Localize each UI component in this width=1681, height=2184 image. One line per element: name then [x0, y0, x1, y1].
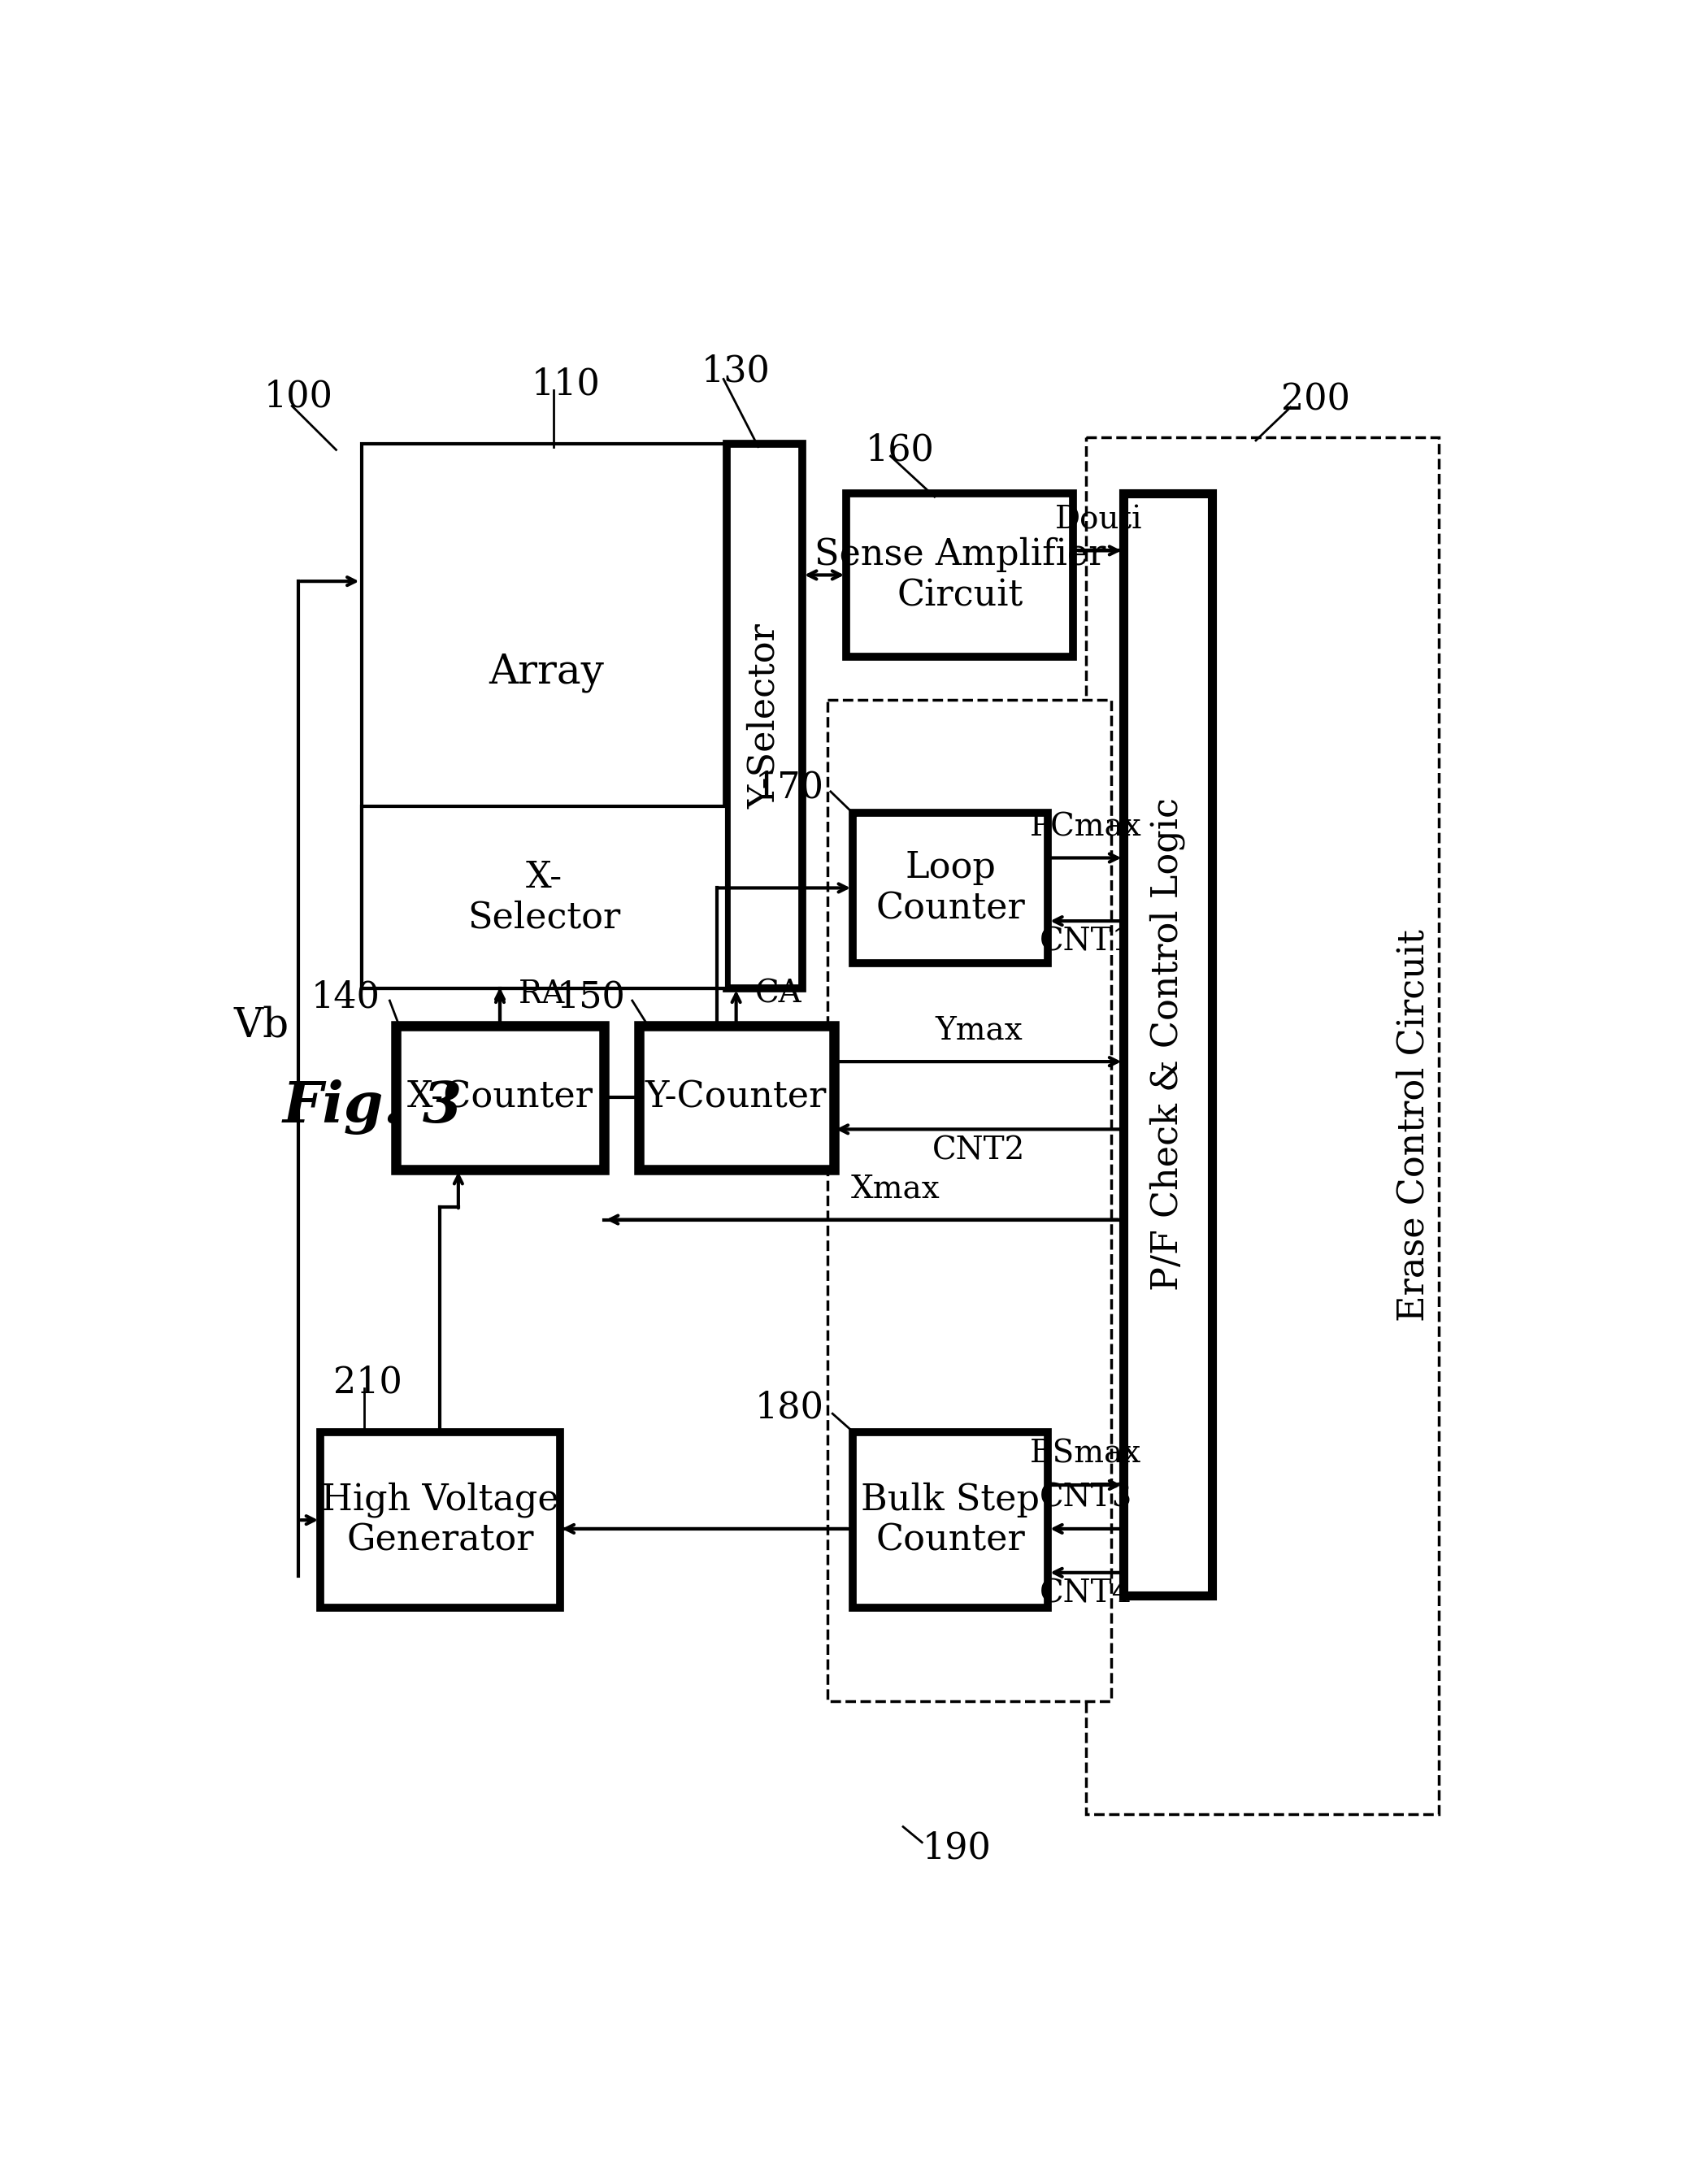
Text: Xmax: Xmax	[851, 1175, 940, 1203]
Text: Y-Selector: Y-Selector	[746, 622, 782, 808]
Text: CNT3: CNT3	[1039, 1483, 1133, 1514]
Text: BSmax: BSmax	[1030, 1439, 1141, 1470]
Text: 150: 150	[556, 981, 625, 1016]
Text: CNT4: CNT4	[1039, 1579, 1133, 1610]
Bar	[1123, 494, 1212, 1594]
Bar	[852, 1433, 1047, 1607]
Bar	[361, 806, 726, 987]
Text: Sense Amplifier
Circuit: Sense Amplifier Circuit	[814, 537, 1106, 614]
Bar	[321, 1433, 560, 1607]
Text: Vb: Vb	[234, 1005, 289, 1046]
Text: PCmax: PCmax	[1030, 812, 1141, 843]
Text: 170: 170	[755, 771, 824, 806]
Text: Fig. 3: Fig. 3	[282, 1079, 462, 1136]
Bar	[726, 443, 802, 987]
Bar	[847, 494, 1072, 657]
Text: 100: 100	[264, 380, 333, 415]
Bar	[361, 443, 802, 987]
Text: 180: 180	[755, 1389, 824, 1424]
Text: Y-Counter: Y-Counter	[646, 1081, 827, 1116]
Text: 190: 190	[921, 1830, 992, 1865]
Bar	[639, 1026, 834, 1171]
Text: Ymax: Ymax	[935, 1016, 1022, 1046]
Text: CNT2: CNT2	[933, 1136, 1025, 1166]
Bar	[852, 812, 1047, 963]
Text: Loop
Counter: Loop Counter	[876, 850, 1025, 926]
Text: RA: RA	[519, 978, 565, 1009]
Text: CNT1: CNT1	[1039, 928, 1133, 957]
Text: High Voltage
Generator: High Voltage Generator	[321, 1483, 560, 1557]
Text: X-
Selector: X- Selector	[467, 860, 620, 935]
Text: 130: 130	[701, 354, 770, 389]
Text: Array: Array	[489, 653, 603, 692]
Text: 110: 110	[531, 367, 600, 402]
Bar	[397, 1026, 603, 1171]
Text: 200: 200	[1281, 382, 1350, 417]
Text: CA: CA	[755, 978, 802, 1009]
Text: Erase Control Circuit: Erase Control Circuit	[1395, 930, 1431, 1321]
Text: 210: 210	[333, 1365, 402, 1400]
Text: P/F Check & Control Logic: P/F Check & Control Logic	[1150, 797, 1185, 1291]
Text: Douti: Douti	[1054, 505, 1141, 535]
Bar	[827, 701, 1111, 1701]
Text: Bulk Step
Counter: Bulk Step Counter	[861, 1483, 1041, 1557]
Text: X-Counter: X-Counter	[407, 1081, 593, 1116]
Text: 140: 140	[311, 981, 380, 1016]
Text: 160: 160	[866, 432, 935, 467]
Bar	[1086, 437, 1439, 1815]
